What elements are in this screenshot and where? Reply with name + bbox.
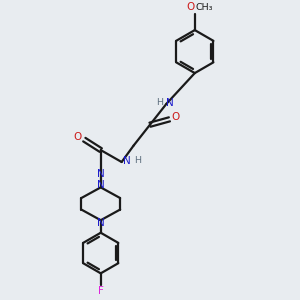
Text: N: N <box>166 98 174 108</box>
Text: CH₃: CH₃ <box>196 3 213 12</box>
Text: H: H <box>134 156 141 165</box>
Text: O: O <box>74 132 82 142</box>
Text: N: N <box>123 155 131 166</box>
Text: H: H <box>156 98 164 107</box>
Text: O: O <box>187 2 195 12</box>
Text: N: N <box>97 169 105 179</box>
Text: O: O <box>172 112 180 122</box>
Text: N: N <box>97 218 105 228</box>
Text: N: N <box>97 180 105 190</box>
Text: F: F <box>98 286 104 296</box>
